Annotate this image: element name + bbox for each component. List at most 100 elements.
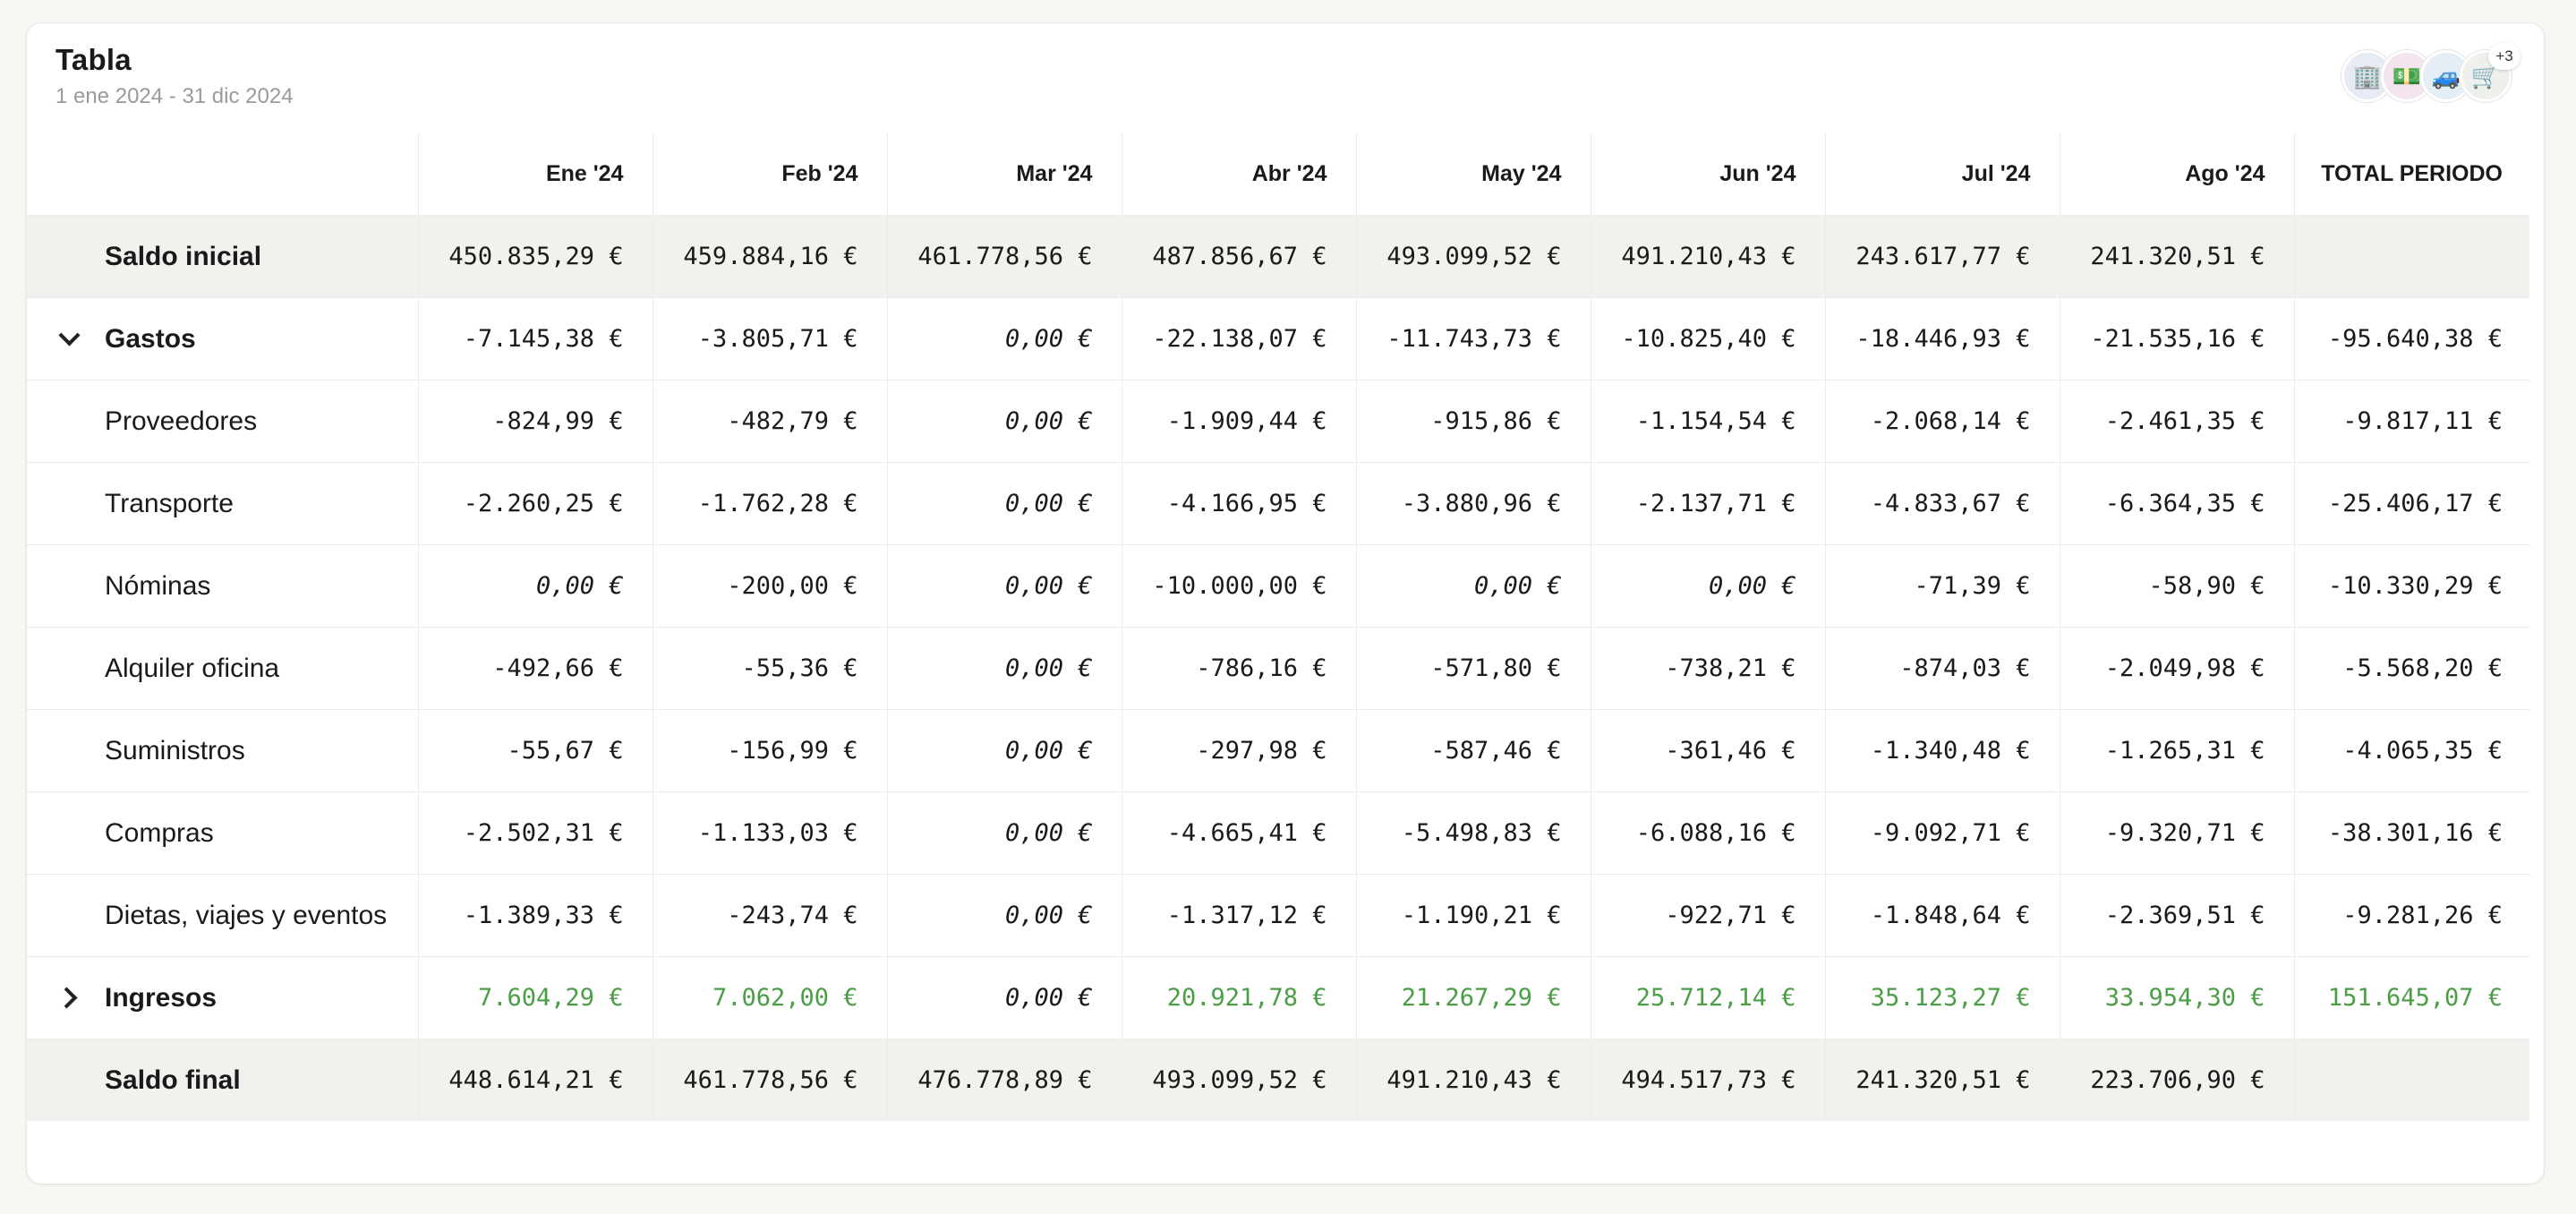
cell-value: -571,80 € <box>1355 627 1591 710</box>
cell-value: 20.921,78 € <box>1121 956 1356 1039</box>
cell-value: -482,79 € <box>652 380 887 463</box>
cell-value: -9.320,71 € <box>2059 791 2294 875</box>
column-header-month: Abr '24 <box>1121 133 1356 216</box>
row-label[interactable]: Gastos <box>27 297 418 380</box>
cell-value: -2.068,14 € <box>1824 380 2060 463</box>
cell-value: -2.049,98 € <box>2059 627 2294 710</box>
table-row-suministros: Suministros -55,67 € -156,99 €0,00 € -297,9… <box>27 709 2529 792</box>
cell-value: 33.954,30 € <box>2059 956 2294 1039</box>
row-label[interactable]: Ingresos <box>27 956 418 1039</box>
row-label-text: Nóminas <box>105 570 211 601</box>
table-row-compras: Compras -2.502,31 € -1.133,03 €0,00 € -4.66… <box>27 791 2529 875</box>
cell-value: -587,46 € <box>1355 709 1591 792</box>
column-header-month: Ene '24 <box>417 133 653 216</box>
row-label: Alquiler oficina <box>27 627 418 710</box>
column-header-month: Jun '24 <box>1590 133 1825 216</box>
cell-value: 21.267,29 € <box>1355 956 1591 1039</box>
cell-value: 0,00 € <box>886 462 1122 545</box>
table-row-transporte: Transporte -2.260,25 € -1.762,28 €0,00 € -4… <box>27 462 2529 545</box>
table-row-ingresos[interactable]: Ingresos 7.604,29 €7.062,00 €0,00 €20.921… <box>27 956 2529 1039</box>
cell-total: -10.330,29 € <box>2293 544 2529 628</box>
row-label-text: Saldo final <box>105 1064 241 1095</box>
cell-value: 493.099,52 € <box>1355 215 1591 298</box>
chevron-right-icon[interactable] <box>54 983 84 1013</box>
row-label-text: Proveedores <box>105 406 258 436</box>
cell-total <box>2293 215 2529 298</box>
row-label-text: Compras <box>105 817 214 848</box>
cell-total: -4.065,35 € <box>2293 709 2529 792</box>
cell-value: -786,16 € <box>1121 627 1356 710</box>
cell-value: 223.706,90 € <box>2059 1039 2294 1121</box>
cell-value: 241.320,51 € <box>1824 1039 2060 1121</box>
cell-total: -95.640,38 € <box>2293 297 2529 380</box>
table-card: Tabla 1 ene 2024 - 31 dic 2024 🏢 💵 🚙 🛒 +… <box>27 23 2544 1184</box>
cell-value: -915,86 € <box>1355 380 1591 463</box>
page-title: Tabla <box>55 43 132 76</box>
row-label-text: Saldo inicial <box>105 241 262 271</box>
cell-value: -1.190,21 € <box>1355 874 1591 957</box>
cell-value: -2.260,25 € <box>417 462 653 545</box>
cell-value: -9.092,71 € <box>1824 791 2060 875</box>
cell-value: -2.137,71 € <box>1590 462 1825 545</box>
row-label-text: Ingresos <box>105 982 218 1013</box>
cell-value: 0,00 € <box>886 297 1122 380</box>
cell-value: 0,00 € <box>886 627 1122 710</box>
cell-value: -55,67 € <box>417 709 653 792</box>
card-header: Tabla 1 ene 2024 - 31 dic 2024 <box>55 43 294 109</box>
cell-value: -10.825,40 € <box>1590 297 1825 380</box>
more-accounts-badge[interactable]: +3 <box>2488 43 2521 70</box>
row-label: Saldo inicial <box>27 215 418 298</box>
table-row-dietas-viajes-y-eventos: Dietas, viajes y eventos -1.389,33 € -243,… <box>27 874 2529 957</box>
cell-value: -156,99 € <box>652 709 887 792</box>
table-row-alquiler-oficina: Alquiler oficina -492,66 € -55,36 €0,00 € -… <box>27 627 2529 710</box>
row-label-text: Transporte <box>105 488 234 518</box>
cashflow-table: Ene '24 Feb '24 Mar '24 Abr '24 May '24 Jun '… <box>27 133 2529 1121</box>
cell-value: -3.805,71 € <box>652 297 887 380</box>
table-row-saldo-final: Saldo final 448.614,21 €461.778,56 €476.7… <box>27 1039 2529 1121</box>
cell-total: 151.645,07 € <box>2293 956 2529 1039</box>
cell-value: 494.517,73 € <box>1590 1039 1825 1121</box>
cell-value: 450.835,29 € <box>417 215 653 298</box>
cell-value: -1.340,48 € <box>1824 709 2060 792</box>
cell-value: -6.364,35 € <box>2059 462 2294 545</box>
cell-value: -200,00 € <box>652 544 887 628</box>
cell-value: -492,66 € <box>417 627 653 710</box>
chevron-down-icon[interactable] <box>54 324 84 355</box>
column-header-month: Ago '24 <box>2059 133 2294 216</box>
cell-value: 0,00 € <box>1590 544 1825 628</box>
cell-value: 243.617,77 € <box>1824 215 2060 298</box>
row-label-text: Alquiler oficina <box>105 653 280 683</box>
cell-total: -38.301,16 € <box>2293 791 2529 875</box>
cell-total: -9.281,26 € <box>2293 874 2529 957</box>
cell-value: 476.778,89 € <box>886 1039 1122 1121</box>
table-row-gastos[interactable]: Gastos -7.145,38 € -3.805,71 €0,00 € -22.13… <box>27 297 2529 380</box>
row-label-text: Gastos <box>105 323 196 354</box>
column-header-label <box>27 133 418 216</box>
cell-total: -9.817,11 € <box>2293 380 2529 463</box>
cell-value: -55,36 € <box>652 627 887 710</box>
cell-value: -243,74 € <box>652 874 887 957</box>
cell-value: 0,00 € <box>886 956 1122 1039</box>
column-header-total: TOTAL PERIODO <box>2293 133 2529 216</box>
cell-value: -71,39 € <box>1824 544 2060 628</box>
table-header-row: Ene '24 Feb '24 Mar '24 Abr '24 May '24 Jun '… <box>27 133 2529 216</box>
cell-value: 491.210,43 € <box>1590 215 1825 298</box>
cell-value: 0,00 € <box>886 874 1122 957</box>
cell-value: -1.389,33 € <box>417 874 653 957</box>
cell-value: 0,00 € <box>886 709 1122 792</box>
cell-value: -4.833,67 € <box>1824 462 2060 545</box>
cell-value: 0,00 € <box>417 544 653 628</box>
date-range: 1 ene 2024 - 31 dic 2024 <box>55 84 294 108</box>
account-avatars[interactable]: 🏢 💵 🚙 🛒 +3 <box>2341 43 2521 102</box>
cell-value: -21.535,16 € <box>2059 297 2294 380</box>
table-row-proveedores: Proveedores -824,99 € -482,79 €0,00 € -1.90… <box>27 380 2529 463</box>
cell-value: -58,90 € <box>2059 544 2294 628</box>
cell-value: -1.154,54 € <box>1590 380 1825 463</box>
cell-value: -2.369,51 € <box>2059 874 2294 957</box>
cell-value: -2.461,35 € <box>2059 380 2294 463</box>
cell-value: -824,99 € <box>417 380 653 463</box>
cell-value: 459.884,16 € <box>652 215 887 298</box>
cell-value: -1.762,28 € <box>652 462 887 545</box>
cell-value: 7.604,29 € <box>417 956 653 1039</box>
cell-value: 0,00 € <box>886 791 1122 875</box>
